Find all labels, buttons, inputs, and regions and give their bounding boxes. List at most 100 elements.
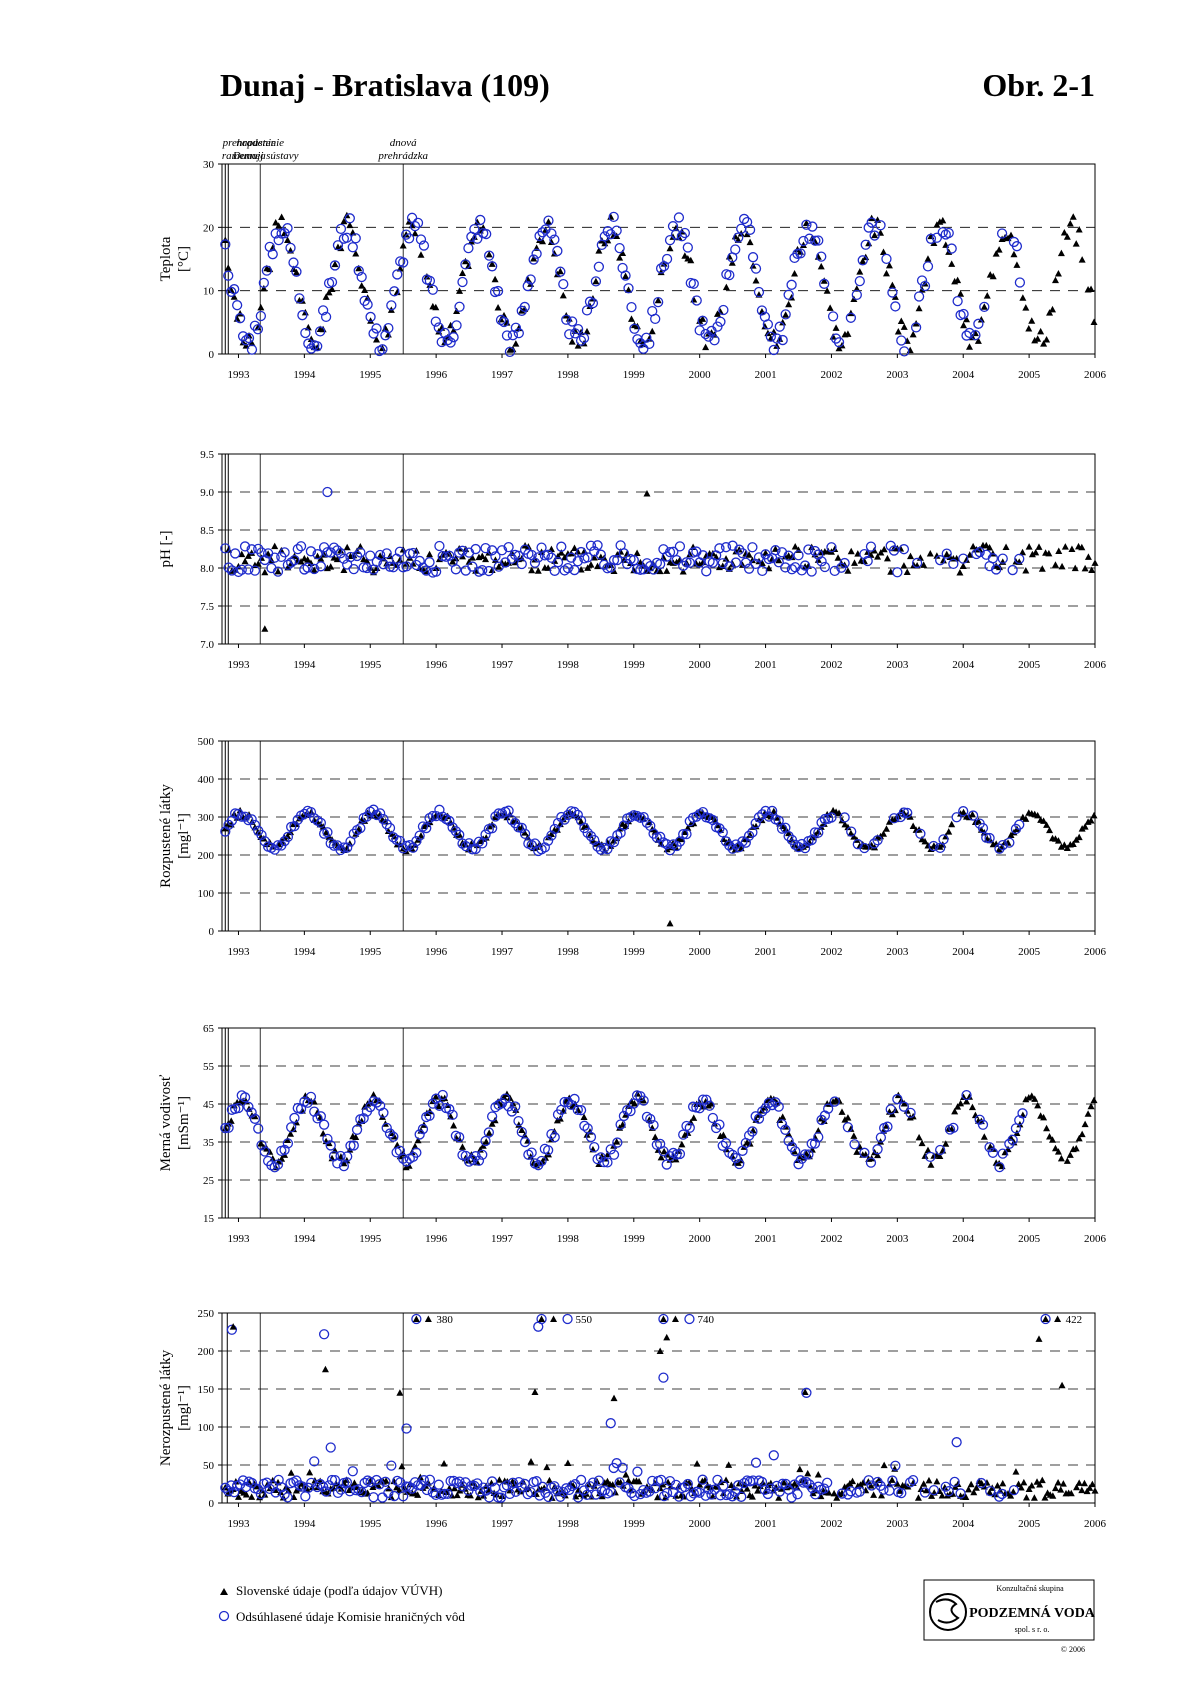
point-slovak — [1075, 225, 1083, 233]
point-slovak — [841, 820, 849, 828]
point-slovak — [722, 555, 730, 562]
x-tick-label: 1998 — [557, 1518, 580, 1530]
point-commission — [585, 1131, 597, 1143]
point-commission — [799, 1149, 811, 1160]
point-slovak — [491, 556, 499, 563]
x-tick-label: 1999 — [623, 369, 646, 381]
point-commission — [291, 266, 302, 277]
point-slovak — [358, 282, 366, 289]
point-commission — [516, 558, 527, 570]
point-commission — [833, 337, 845, 348]
point-slovak — [260, 284, 268, 292]
point-slovak — [1040, 340, 1048, 347]
point-commission — [987, 1147, 999, 1158]
point-slovak — [461, 840, 469, 848]
point-slovak — [1022, 1494, 1030, 1501]
point-slovak — [257, 303, 265, 311]
point-commission — [661, 253, 673, 265]
point-commission — [418, 240, 430, 251]
point-commission — [793, 1159, 804, 1170]
point-slovak — [491, 275, 499, 283]
point-commission — [335, 844, 346, 856]
point-commission — [481, 1485, 492, 1496]
point-commission — [403, 233, 415, 244]
point-commission — [325, 1140, 336, 1151]
point-commission — [994, 843, 1005, 854]
point-slovak — [995, 246, 1003, 253]
point-slovak — [1051, 1484, 1059, 1492]
y-tick-label: 0 — [209, 349, 215, 361]
point-commission — [338, 842, 350, 853]
point-slovak — [999, 1479, 1007, 1487]
point-slovak — [983, 292, 991, 299]
x-tick-label: 1993 — [227, 1518, 250, 1530]
point-slovak — [622, 272, 630, 279]
point-slovak — [1054, 837, 1062, 844]
y-tick-label: 10 — [203, 286, 215, 298]
point-slovak — [1034, 811, 1042, 819]
point-slovak — [346, 221, 354, 229]
point-commission — [747, 1126, 758, 1137]
logo-line3: spol. s r. o. — [1015, 1625, 1050, 1634]
point-slovak — [986, 1488, 994, 1496]
point-slovak — [1049, 305, 1057, 313]
point-commission — [977, 822, 989, 834]
point-commission — [717, 558, 728, 569]
x-tick-label: 2002 — [820, 369, 842, 381]
point-commission — [997, 553, 1008, 564]
point-slovak — [564, 1459, 572, 1467]
point-slovak — [1028, 317, 1036, 324]
point-commission — [740, 557, 751, 568]
point-commission — [460, 259, 471, 270]
point-slovak — [396, 556, 404, 563]
point-slovak — [945, 828, 953, 835]
point-slovak — [761, 322, 769, 330]
point-slovak — [417, 251, 425, 258]
point-commission — [718, 304, 729, 316]
point-commission — [539, 842, 550, 853]
point-commission — [704, 1100, 715, 1111]
point-commission — [795, 248, 806, 259]
point-slovak — [960, 321, 968, 329]
point-commission — [427, 284, 438, 295]
point-slovak — [543, 1463, 551, 1471]
point-commission — [454, 829, 465, 840]
point-commission — [977, 1119, 989, 1130]
point-commission — [572, 556, 583, 567]
y-tick-label: 8.0 — [200, 563, 214, 575]
point-slovak — [1063, 233, 1071, 240]
point-commission — [350, 233, 361, 244]
point-commission — [256, 829, 267, 841]
point-commission — [608, 211, 619, 223]
point-slovak — [1032, 548, 1040, 556]
point-commission — [819, 278, 830, 289]
y-axis-unit: [mgl⁻¹] — [176, 1385, 192, 1431]
point-commission — [612, 1137, 623, 1148]
point-commission — [819, 1110, 831, 1121]
point-commission — [996, 228, 1008, 239]
y-axis-label: Nerozpustené látky — [158, 1349, 174, 1466]
point-commission — [724, 1147, 735, 1158]
point-commission — [249, 320, 261, 331]
x-tick-label: 1999 — [623, 1233, 646, 1245]
plot-frame — [221, 740, 1096, 932]
point-commission — [246, 544, 257, 555]
point-commission — [762, 1488, 774, 1500]
logo: Konzultačná skupina PODZEMNÁ VODA spol. … — [923, 1579, 1096, 1654]
point-commission — [348, 828, 359, 839]
point-commission — [661, 1487, 673, 1499]
point-slovak — [725, 1461, 733, 1468]
point-slovak — [423, 272, 431, 280]
point-commission — [282, 1138, 294, 1149]
point-slovak — [450, 327, 458, 334]
point-commission — [365, 550, 376, 561]
point-commission — [233, 808, 244, 820]
point-commission — [510, 1101, 521, 1112]
point-commission — [294, 293, 305, 304]
point-commission — [701, 1094, 712, 1105]
point-commission — [341, 1477, 353, 1488]
plot-frame — [221, 453, 1096, 645]
x-tick-label: 1997 — [491, 659, 514, 671]
y-tick-label: 25 — [203, 1175, 215, 1187]
point-commission — [256, 1140, 267, 1151]
